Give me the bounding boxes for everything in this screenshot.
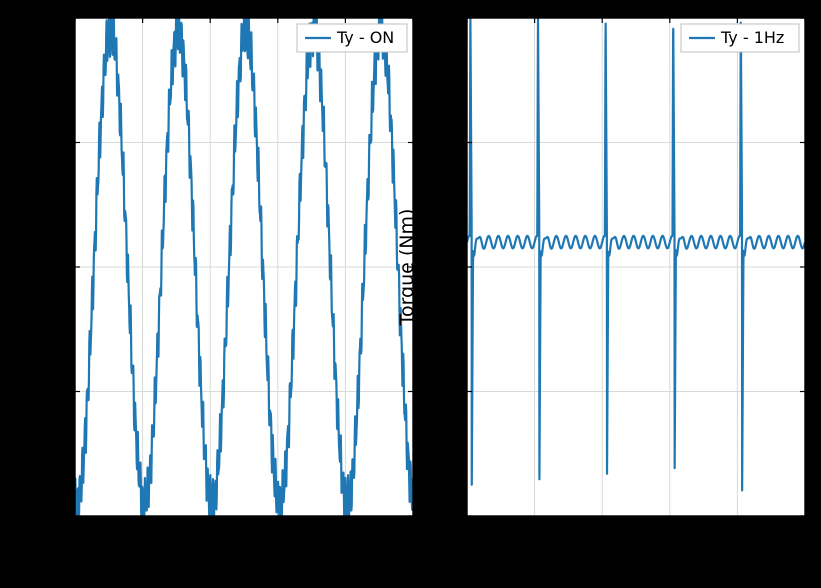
xtick-label: 15: [403, 524, 423, 543]
xtick-label: 11: [132, 524, 152, 543]
xtick-label: 14: [335, 524, 355, 543]
xtick-label: 13: [660, 524, 680, 543]
ylabel-left: Torque (Nm): [4, 209, 26, 327]
legend-label-right: Ty - 1Hz: [720, 28, 784, 47]
xtick-label: 13: [268, 524, 288, 543]
xlabel-right: Time (s): [596, 549, 674, 571]
xlabel-left: Time (s): [204, 549, 282, 571]
ytick-label: 0.2: [434, 133, 459, 152]
ylabel-right: Torque (Nm): [396, 209, 418, 327]
ytick-label: 0: [449, 257, 459, 276]
ytick-label: -0.4: [36, 506, 67, 525]
ytick-label: 0.4: [42, 8, 67, 27]
xtick-label: 14: [727, 524, 747, 543]
xtick-label: 15: [795, 524, 815, 543]
xtick-label: 10: [457, 524, 477, 543]
xtick-label: 12: [200, 524, 220, 543]
ytick-label: 0: [57, 257, 67, 276]
xtick-label: 10: [65, 524, 85, 543]
ytick-label: -0.2: [36, 382, 67, 401]
ytick-label: 0.4: [434, 8, 459, 27]
xtick-label: 11: [524, 524, 544, 543]
ytick-label: -0.4: [428, 506, 459, 525]
ytick-label: 0.2: [42, 133, 67, 152]
xtick-label: 12: [592, 524, 612, 543]
ytick-label: -0.2: [428, 382, 459, 401]
legend-label-left: Ty - ON: [336, 28, 394, 47]
